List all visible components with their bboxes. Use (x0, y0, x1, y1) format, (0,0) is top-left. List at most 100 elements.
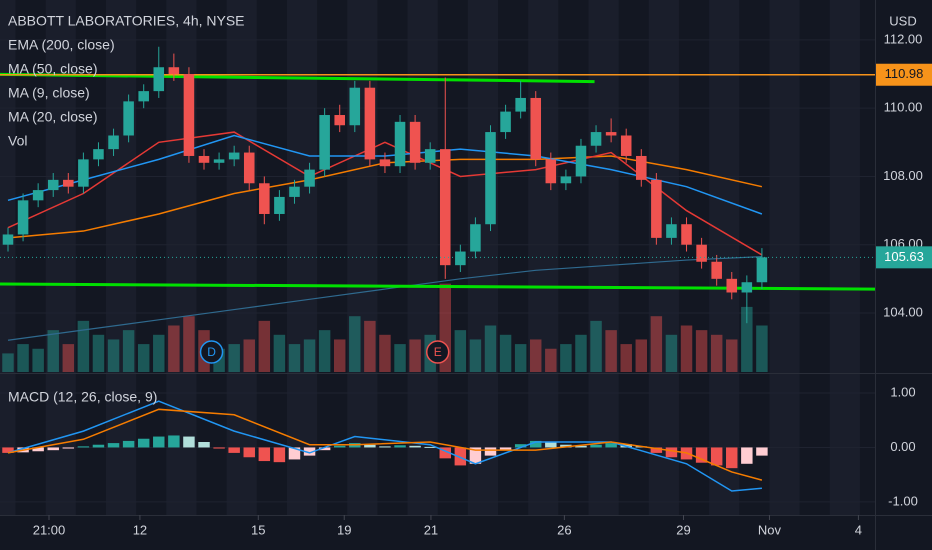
histogram-bar (756, 447, 768, 456)
legend-entry: MA (20, close) (8, 109, 97, 125)
histogram-bar (303, 447, 316, 456)
candle-body (198, 155, 210, 163)
volume-bar (62, 344, 75, 372)
volume-bar (695, 330, 708, 372)
volume-bar (484, 325, 497, 372)
legend-entry: MA (50, close) (8, 61, 97, 77)
volume-bar (92, 334, 105, 372)
candle-body (304, 169, 315, 187)
volume-bar (665, 334, 678, 372)
volume-bar (469, 339, 482, 372)
histogram-bar (32, 447, 44, 452)
y-tick-label: 0.00 (890, 439, 915, 454)
candle-body (439, 149, 451, 266)
volume-bar (726, 339, 738, 372)
histogram-bar (710, 447, 723, 466)
y-tick-label: 104.00 (883, 304, 923, 319)
candle-body (108, 135, 119, 150)
candle-body (349, 87, 361, 126)
volume-bar (560, 344, 572, 372)
histogram-bar (122, 440, 135, 448)
candle-body (259, 183, 270, 214)
histogram-bar (153, 436, 165, 448)
candle-body (213, 159, 225, 163)
candle-body (78, 159, 89, 187)
candle-body (289, 186, 300, 197)
volume-bar (273, 334, 286, 372)
histogram-bar (424, 446, 436, 448)
volume-bar (17, 344, 29, 372)
last-price-tag (876, 246, 932, 269)
histogram-bar (258, 447, 271, 462)
histogram-bar (62, 447, 75, 449)
histogram-bar (545, 442, 557, 448)
histogram-bar (454, 447, 467, 466)
candle-body (228, 152, 240, 160)
session-band (226, 0, 257, 515)
volume-bar (122, 330, 135, 372)
candle-body (409, 121, 421, 163)
volume-bar (258, 320, 271, 372)
volume-bar (183, 316, 195, 372)
candle-body (636, 155, 647, 180)
candle-body (63, 179, 74, 187)
volume-bar (379, 334, 391, 372)
volume-bar (620, 344, 632, 372)
candle-body (666, 224, 677, 238)
histogram-bar (213, 447, 225, 449)
volume-bar (394, 344, 406, 372)
candle-body (741, 282, 753, 293)
volume-bar (590, 320, 602, 372)
candle-body (168, 67, 180, 75)
x-tick-label: 21:00 (33, 522, 66, 537)
candle-body (424, 149, 436, 163)
candle-body (334, 115, 345, 126)
volume-bar (575, 334, 587, 372)
legend-entry: Vol (8, 133, 27, 149)
x-tick-label: 29 (676, 522, 690, 537)
histogram-bar (318, 447, 331, 451)
candle-body (696, 244, 707, 262)
legend-entry: MA (9, close) (8, 85, 90, 101)
volume-bar (454, 330, 467, 372)
histogram-bar (92, 444, 105, 448)
candle-body (455, 251, 466, 266)
histogram-bar (273, 447, 286, 463)
histogram-bar (228, 447, 240, 453)
event-label: D (207, 345, 216, 359)
volume-bar (153, 334, 165, 372)
currency: USD (889, 13, 916, 28)
histogram-bar (741, 447, 753, 464)
histogram-bar (665, 447, 678, 458)
x-tick-label: Nov (758, 522, 782, 537)
candle-body (500, 111, 511, 133)
histogram-bar (605, 443, 617, 448)
candle-body (575, 145, 587, 177)
candle-body (560, 176, 572, 184)
session-band (0, 0, 16, 515)
volume-bar (2, 353, 14, 372)
volume-bar (635, 339, 648, 372)
volume-bar (499, 334, 512, 372)
x-tick-label: 4 (855, 522, 862, 537)
volume-bar (333, 339, 346, 372)
histogram-bar (364, 444, 376, 448)
candle-body (17, 200, 29, 235)
session-band (588, 0, 619, 515)
chart-title: ABBOTT LABORATORIES, 4h, NYSE (8, 13, 245, 29)
histogram-bar (379, 446, 391, 448)
candle-body (93, 149, 104, 160)
volume-bar (605, 330, 617, 372)
volume-bar (409, 339, 421, 372)
candle-body (681, 224, 692, 245)
volume-bar (650, 316, 663, 372)
candle-body (47, 179, 59, 191)
y-tick-label: 110.00 (884, 100, 923, 115)
volume-bar (32, 348, 44, 372)
y-tick-label: 1.00 (890, 384, 915, 399)
histogram-bar (47, 447, 59, 451)
candle-body (545, 159, 557, 184)
histogram-bar (560, 444, 572, 448)
